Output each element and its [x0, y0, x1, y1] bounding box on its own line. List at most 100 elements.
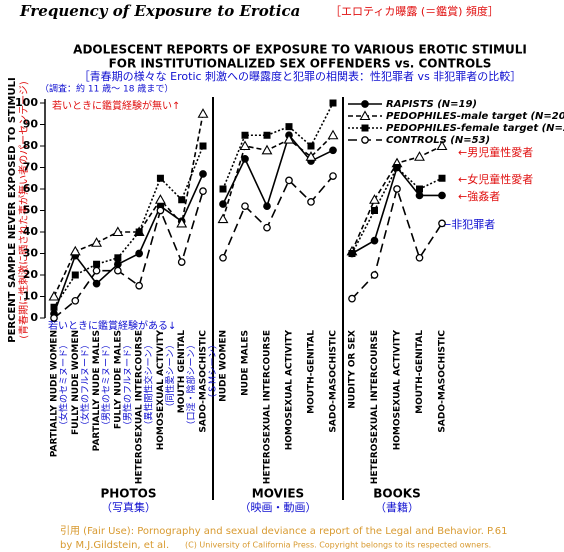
marker — [369, 194, 380, 204]
panel-label: MOVIES — [252, 487, 304, 501]
marker — [327, 129, 339, 140]
x-tick-label: FULLY NUDE MALES — [113, 330, 123, 429]
marker — [69, 245, 81, 256]
annotation: ←強姦者 — [458, 189, 500, 203]
marker — [112, 226, 124, 237]
annotation: ←非犯罪者 — [442, 218, 495, 231]
marker — [197, 108, 209, 118]
marker — [370, 236, 379, 245]
x-tick-label-ja: （女性のセミヌード） — [58, 340, 70, 430]
x-tick-label: SADO-MASOCHISTIC — [438, 330, 448, 433]
legend-label: PEDOPHILES-female target (N=20) — [386, 123, 564, 134]
marker — [135, 249, 143, 258]
footer: by M.J.Gildstein, et al. — [60, 540, 169, 551]
page-title-ja: ［エロティカ曝露 (＝鑑賞) 頻度］ — [330, 4, 499, 18]
marker — [48, 290, 60, 301]
marker — [261, 144, 273, 155]
annotation: 若いときに鑑賞経験が無い↑ — [52, 99, 180, 112]
marker — [415, 253, 424, 262]
marker — [114, 266, 122, 275]
y-tick-label: 70 — [23, 161, 39, 174]
marker — [199, 187, 207, 195]
marker — [199, 142, 207, 150]
legend-label: RAPISTS (N=19) — [386, 99, 477, 110]
marker — [219, 185, 227, 193]
marker — [393, 164, 401, 171]
y-tick-label: 80 — [23, 139, 39, 152]
y-tick-label: 0 — [30, 311, 38, 324]
legend-label: PEDOPHILES-male target (N=20) — [386, 111, 564, 122]
x-tick-label: HETEROSEXUAL INTERCOURSE — [135, 330, 145, 484]
marker — [71, 271, 79, 279]
annotation: ←女児童性愛者 — [458, 172, 533, 186]
chart-title: ADOLESCENT REPORTS OF EXPOSURE TO VARIOU… — [73, 43, 527, 57]
marker — [91, 237, 103, 247]
x-tick-label: NUDITY OR SEX — [348, 330, 358, 409]
marker — [414, 151, 425, 161]
footer: 引用 (Fair Use): Pornography and sexual de… — [60, 525, 507, 537]
panel-label: BOOKS — [373, 487, 421, 501]
series-line — [351, 165, 442, 255]
x-tick-label-ja: （男性のフルヌード） — [121, 340, 133, 430]
x-tick-label: HETEROSEXUAL INTERCOURSE — [370, 330, 380, 484]
marker — [359, 110, 371, 121]
marker — [416, 185, 423, 193]
y-tick-label: 20 — [23, 268, 39, 281]
page-title: Frequency of Exposure to Erotica — [19, 2, 300, 20]
marker — [199, 170, 207, 178]
marker — [50, 303, 58, 311]
marker — [438, 174, 446, 182]
marker — [156, 206, 165, 215]
marker — [217, 213, 229, 224]
y-axis-label: PERCENT SAMPLE NEVER EXPOSED TO STIMULI — [7, 77, 18, 342]
x-tick-label-ja: （異性間性交シーン） — [143, 340, 155, 430]
series-line — [53, 173, 204, 314]
series-line — [351, 186, 443, 300]
marker — [92, 279, 101, 288]
marker — [263, 202, 271, 211]
x-tick-label: FULLY NUDE WOMEN — [71, 330, 81, 435]
x-tick-label: MOUTH GENITAL — [177, 330, 187, 414]
marker — [329, 99, 337, 107]
series-line — [53, 113, 204, 297]
marker — [154, 194, 166, 204]
marker — [239, 140, 251, 151]
annotation: ←男児童性愛者 — [458, 145, 533, 159]
marker — [438, 219, 446, 228]
y-axis-label-ja: (青春期に性刺激に晒された事が無い者のパーセンテージ) — [17, 81, 30, 339]
y-tick-label: 50 — [23, 204, 39, 217]
footer: (C) University of California Press. Copy… — [185, 541, 491, 550]
x-tick-label: HOMOSEXUAL ACTIVITY — [393, 330, 403, 451]
series-line — [222, 102, 334, 190]
marker — [135, 228, 143, 236]
marker — [348, 294, 356, 303]
marker — [329, 172, 337, 180]
panel-label-ja: （書籍） — [375, 500, 419, 514]
marker — [263, 131, 271, 139]
marker — [370, 271, 379, 279]
marker — [329, 146, 337, 155]
y-tick-label: 90 — [23, 118, 39, 131]
marker — [71, 296, 80, 305]
x-tick-label: SADO-MASOCHISTIC — [199, 330, 209, 433]
marker — [135, 281, 143, 290]
marker — [393, 185, 401, 193]
marker — [307, 198, 315, 206]
x-tick-label-ja: （口淫・陰部シーン） — [185, 340, 197, 430]
marker — [114, 260, 122, 269]
marker — [285, 176, 293, 185]
marker — [263, 223, 271, 232]
marker — [371, 207, 378, 214]
marker — [156, 174, 164, 182]
y-tick-label: 100 — [15, 96, 38, 109]
x-tick-label: PARTIALLY NUDE MALES — [92, 330, 102, 451]
series-line — [222, 134, 334, 220]
marker — [92, 266, 101, 275]
marker — [361, 100, 369, 108]
marker — [361, 124, 369, 132]
marker — [219, 253, 227, 262]
y-tick-label: 10 — [23, 290, 39, 303]
marker — [438, 191, 446, 200]
y-tick-label: 30 — [23, 247, 39, 260]
marker — [178, 196, 186, 204]
